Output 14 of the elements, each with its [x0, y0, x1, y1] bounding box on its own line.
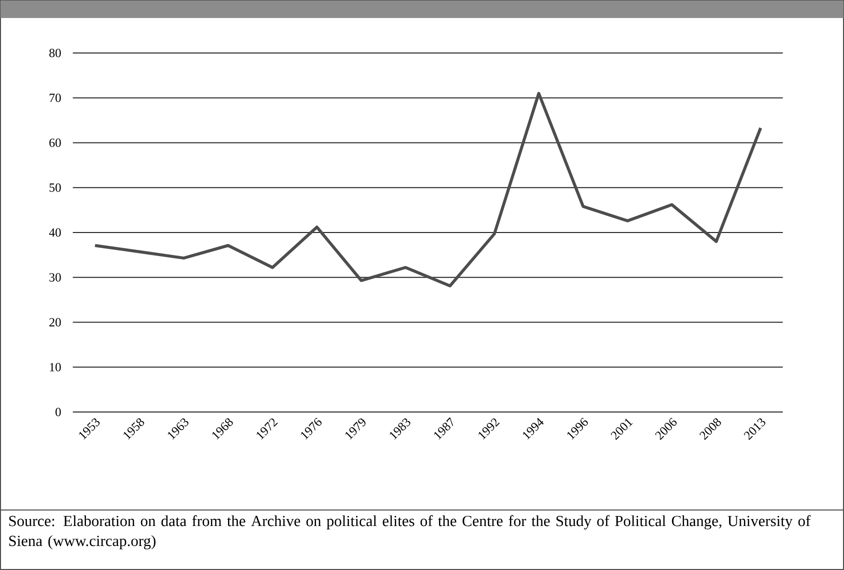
y-tick-label: 0	[56, 408, 61, 416]
line-series	[94, 92, 762, 288]
y-tick-label: 10	[50, 362, 61, 372]
x-tick-label: 1992	[478, 418, 500, 440]
x-tick-label: 1979	[345, 418, 366, 440]
y-tick-label: 20	[49, 318, 61, 326]
x-tick-label: 1972	[256, 418, 278, 440]
y-tick-label: 50	[50, 183, 61, 192]
y-tick-label: 30	[49, 273, 61, 282]
y-tick-label: 70	[50, 94, 61, 102]
y-tick-label: 40	[49, 228, 61, 237]
y-tick-label: 80	[49, 48, 61, 58]
y-tick-label: 60	[49, 138, 61, 147]
source-note: Source: Elaboration on data from the Archive on political elites of the Centre for the Study of Political Change, University of Siena (www.circap.org)	[9, 515, 811, 550]
